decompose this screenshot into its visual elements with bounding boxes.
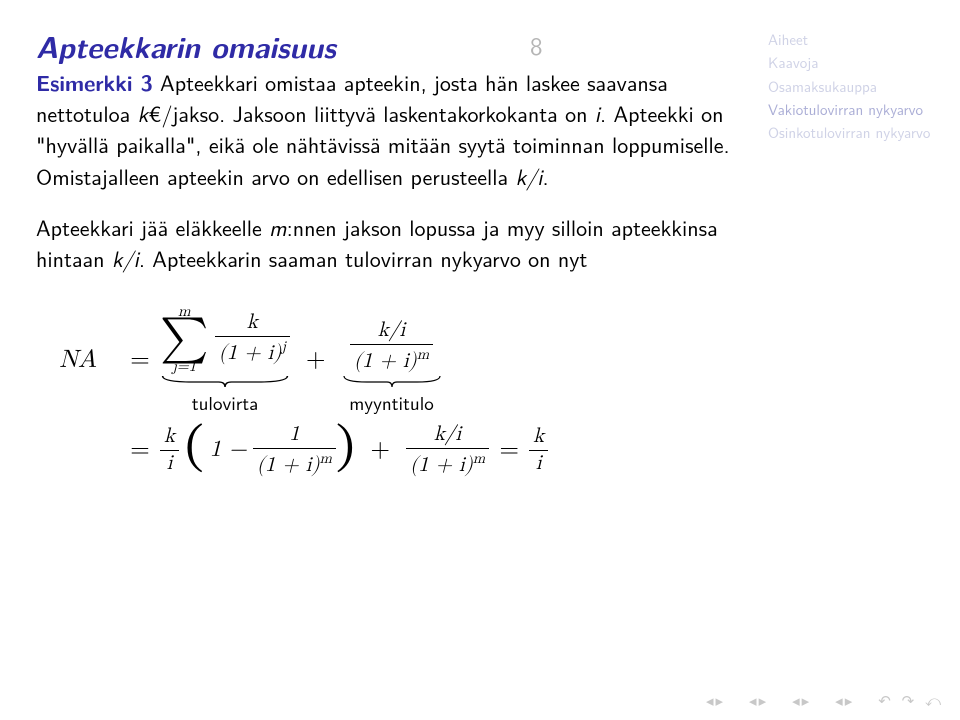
sidebar-item[interactable]: Kaavoja (768, 51, 938, 74)
fraction-ki: k i (160, 426, 179, 475)
nav-next-icon[interactable]: ▸ (802, 692, 810, 710)
sidebar-item[interactable]: Aiheet (768, 28, 938, 51)
nav-prev-icon[interactable]: ◂ (749, 692, 757, 710)
plus-sign: + (355, 435, 406, 465)
nav-next-icon[interactable]: ▸ (759, 692, 767, 710)
nav-loop-icon[interactable]: ⤺ (925, 692, 944, 710)
example-label: Esimerkki 3 (36, 66, 153, 98)
equals-sign: = (120, 435, 160, 465)
sidebar-item-active[interactable]: Vakiotulovirran nykyarvo (768, 98, 938, 121)
nav-next-icon[interactable]: ▸ (716, 692, 724, 710)
plus-sign: + (290, 345, 341, 375)
beamer-nav: ◂▸ ◂▸ ◂▸ ◂▸ ↶ ↷ ⤺ (706, 692, 944, 710)
nav-fwd-icon[interactable]: ↷ (902, 692, 918, 710)
nav-prev-icon[interactable]: ◂ (835, 692, 843, 710)
page-number: 8 (530, 26, 543, 63)
sidebar-item[interactable]: Osinkotulovirran nykyarvo (768, 121, 938, 144)
fraction-2: k/i (1 + i)m (350, 320, 433, 373)
underbrace-1 (160, 374, 290, 388)
nav-next-icon[interactable]: ▸ (845, 692, 853, 710)
fraction-rhs: k i (529, 426, 548, 475)
nav-prev-icon[interactable]: ◂ (792, 692, 800, 710)
nav-back-icon[interactable]: ↶ (878, 692, 894, 710)
equation-block: NA = m ∑ j=1 k (1 + i)j (36, 304, 740, 476)
fraction-3: k/i (1 + i)m (406, 424, 489, 477)
paren-group: ( 1 − 1 (1 + i)m ) (185, 424, 354, 477)
underbrace-2-label: myyntitulo (349, 388, 434, 416)
underbrace-1-label: tulovirta (192, 388, 259, 416)
slide-title: Apteekkarin omaisuus (36, 24, 336, 67)
fraction-1: k (1 + i)j (215, 312, 290, 365)
underbrace-2 (342, 374, 442, 388)
equals-sign: = (489, 435, 529, 465)
paragraph-2: Apteekkari jää eläkkeelle m:nnen jakson … (36, 212, 740, 274)
sidebar-item[interactable]: Osamaksukauppa (768, 75, 938, 98)
nav-prev-icon[interactable]: ◂ (706, 692, 714, 710)
paragraph-1: Esimerkki 3 Apteekkari omistaa apteekin,… (36, 67, 740, 192)
sigma-symbol: m ∑ j=1 (160, 304, 209, 373)
equals-sign: = (120, 345, 160, 375)
sidebar-toc: Aiheet Kaavoja Osamaksukauppa Vakiotulov… (768, 28, 938, 144)
eq-lhs: NA (36, 345, 120, 375)
